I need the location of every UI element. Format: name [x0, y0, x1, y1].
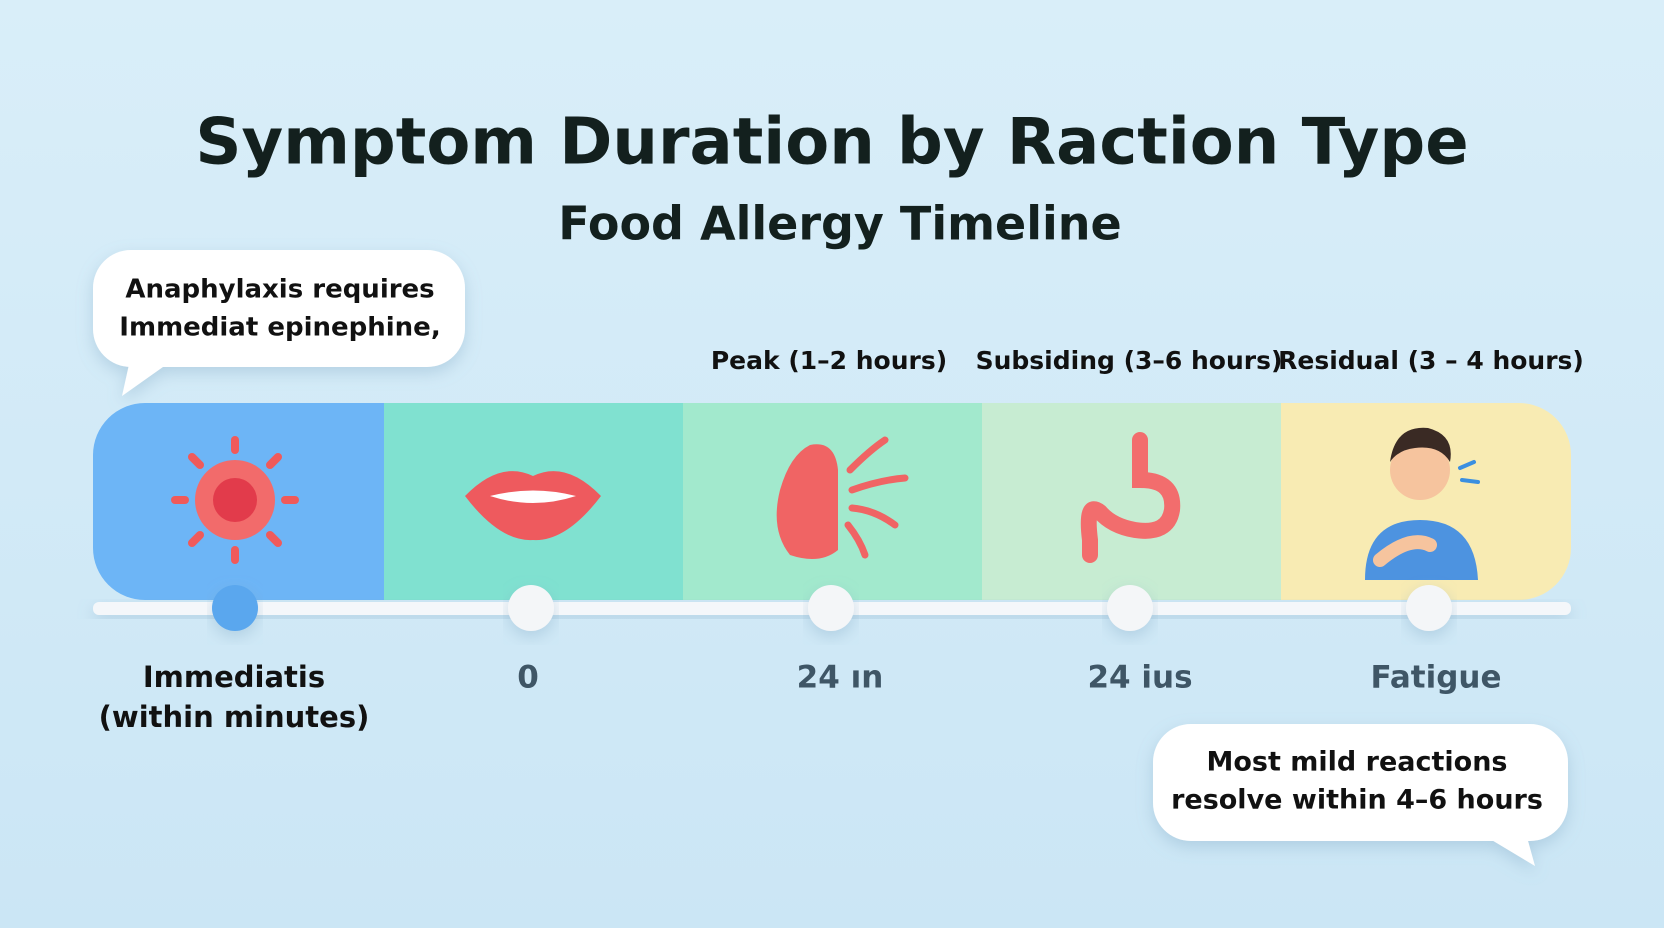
- timeline-dot: [1406, 585, 1452, 631]
- lips-icon: [465, 471, 601, 541]
- timeline-dot: [508, 585, 554, 631]
- stage-label: 0: [517, 660, 539, 696]
- stage-header: Residual (3 – 4 hours): [1278, 346, 1584, 375]
- callout-text: Immediat epinephine,: [119, 313, 440, 343]
- callout: [93, 250, 465, 396]
- person-icon: [1365, 427, 1480, 580]
- callout: [1153, 724, 1568, 866]
- allergen-icon: [171, 436, 299, 564]
- subtitle: Food Allergy Timeline: [558, 197, 1121, 251]
- stage-header: Peak (1–2 hours): [711, 346, 947, 375]
- callout-text: Anaphylaxis requires: [125, 275, 434, 305]
- stage-header: Subsiding (3–6 hours): [976, 346, 1283, 375]
- stage-label: Fatigue: [1370, 660, 1501, 696]
- stage-label: 24 ın: [797, 660, 884, 696]
- callout-text: resolve within 4–6 hours: [1171, 785, 1543, 816]
- timeline-dot: [1107, 585, 1153, 631]
- timeline-dot: [808, 585, 854, 631]
- stomach-icon: [1080, 432, 1181, 563]
- timeline-dot: [212, 585, 258, 631]
- lung-icon: [776, 436, 909, 559]
- stage-label: 24 ius: [1087, 660, 1192, 696]
- stage-sublabel: (within minutes): [99, 700, 370, 734]
- stage-label: Immediatis: [143, 660, 325, 694]
- callout-text: Most mild reactions: [1206, 747, 1507, 778]
- title: Symptom Duration by Raction Type: [195, 106, 1468, 180]
